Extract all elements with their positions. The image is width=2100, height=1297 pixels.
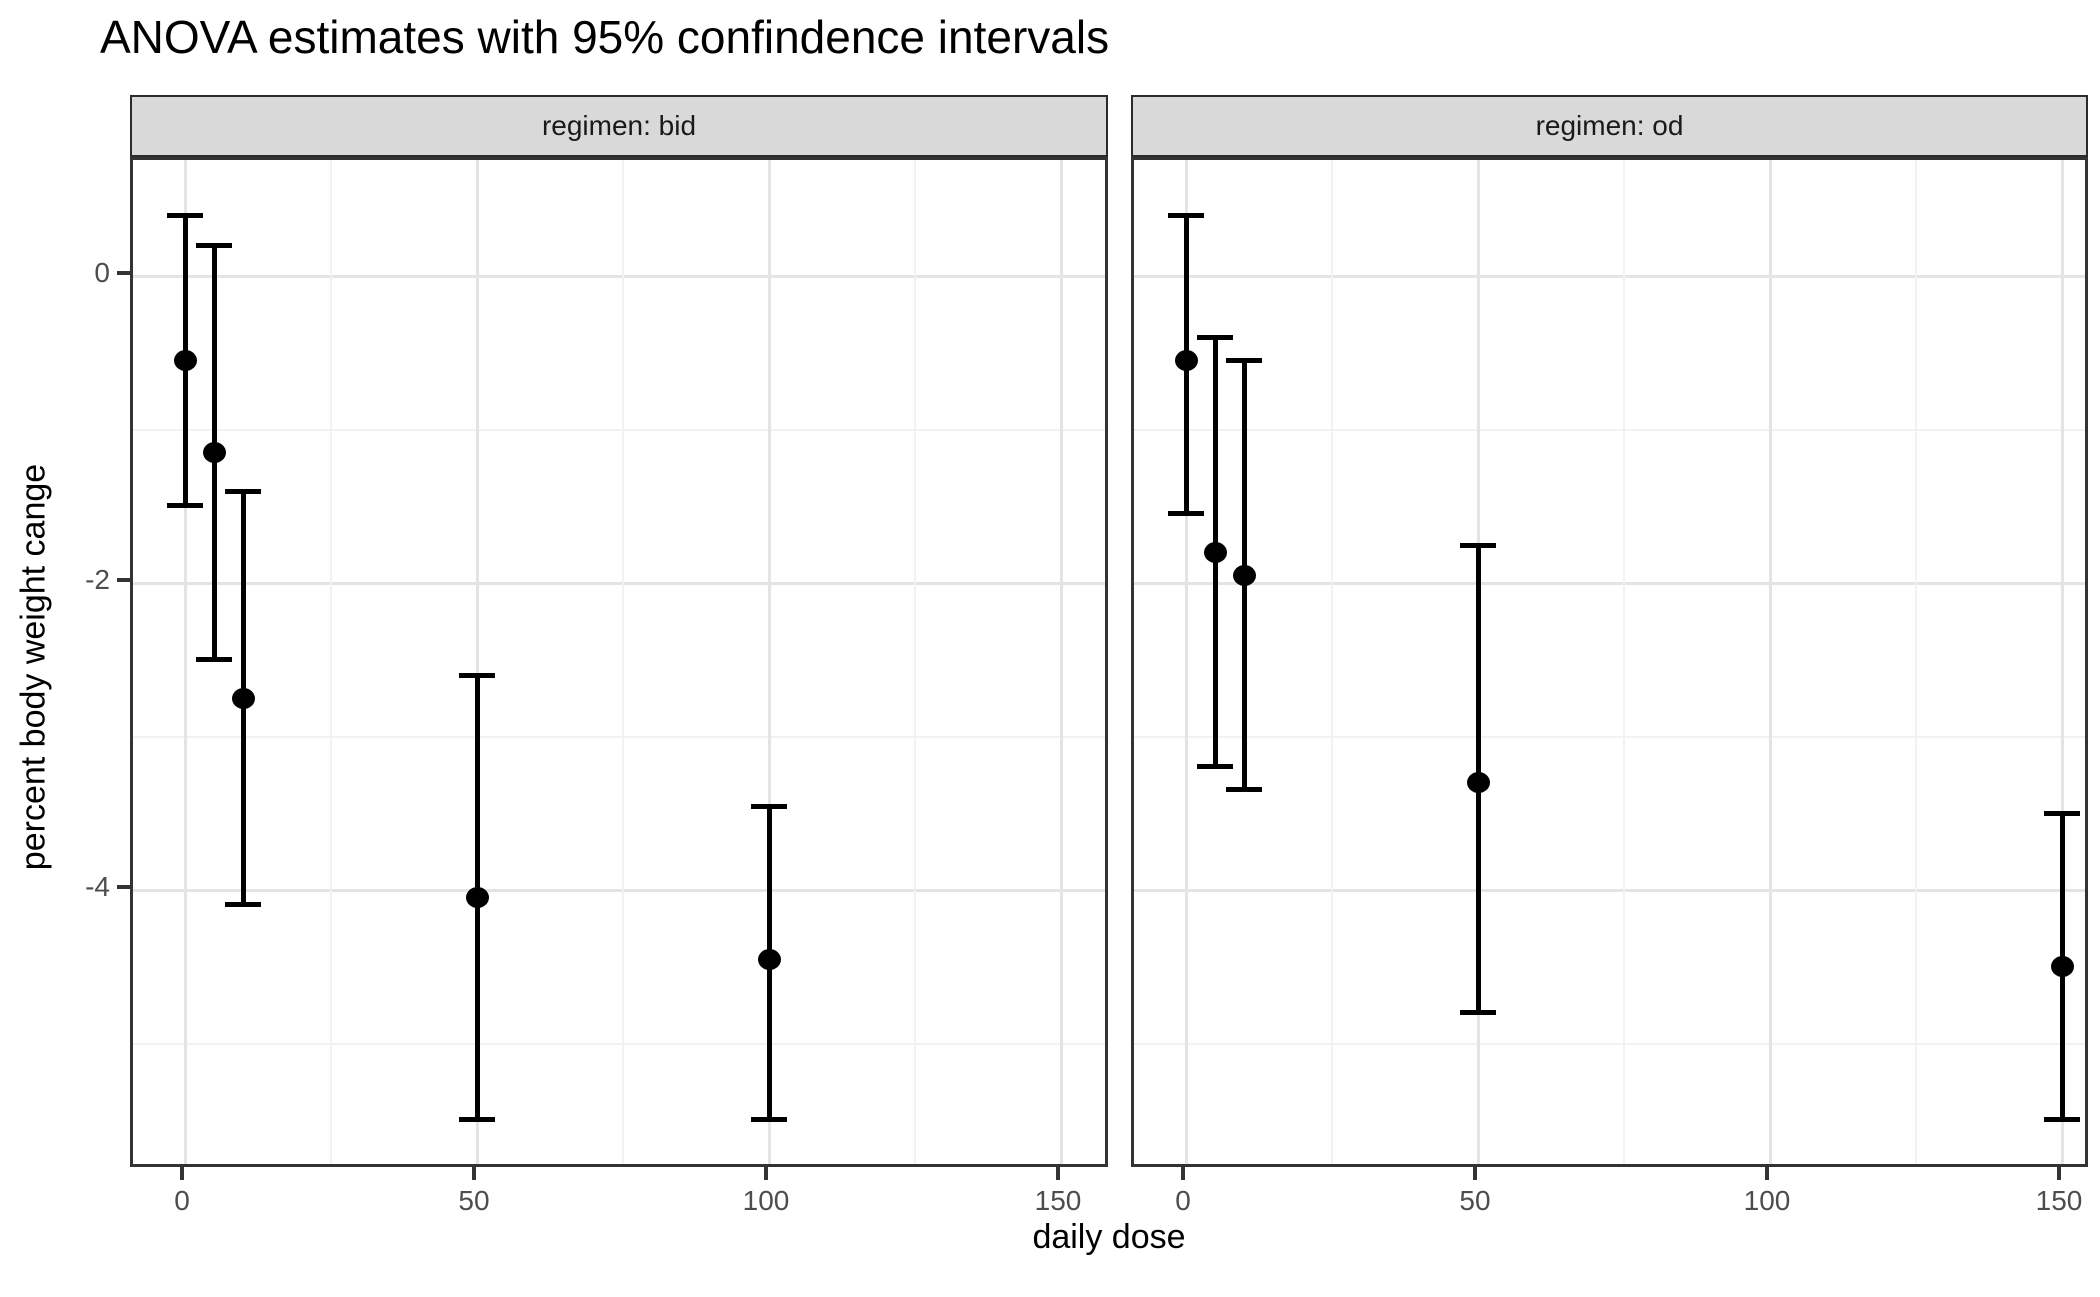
- x-minor-gridline: [330, 160, 332, 1164]
- x-major-gridline: [2060, 160, 2064, 1164]
- x-minor-gridline: [622, 160, 624, 1164]
- y-axis: 0 -2 -4: [0, 0, 130, 1297]
- y-minor-gridline: [1134, 1042, 2085, 1045]
- y-major-gridline: [133, 888, 1105, 892]
- y-minor-gridline: [133, 735, 1105, 738]
- y-major-gridline: [1134, 274, 2085, 278]
- y-minor-gridline: [133, 1042, 1105, 1045]
- error-bar-cap-bottom: [1168, 510, 1204, 516]
- error-bar-cap-bottom: [459, 1117, 495, 1123]
- y-major-gridline: [1134, 888, 2085, 892]
- x-axis-tick: [472, 1167, 476, 1180]
- error-bar-cap-bottom: [751, 1117, 787, 1123]
- x-axis-tick-label: 0: [174, 1185, 190, 1216]
- estimate-point: [1466, 772, 1490, 794]
- x-axis-bid: 0 50 100 150: [130, 1167, 1108, 1227]
- error-bar-cap-top: [1197, 335, 1234, 341]
- y-major-gridline: [133, 274, 1105, 278]
- x-axis-tick-label: 150: [1034, 1185, 1082, 1216]
- x-axis-tick-label: 100: [1743, 1185, 1791, 1216]
- error-bar-cap-top: [167, 212, 203, 218]
- y-minor-gridline: [133, 428, 1105, 431]
- estimate-point: [1174, 349, 1198, 371]
- x-major-gridline: [1184, 160, 1188, 1164]
- y-major-gridline: [133, 581, 1105, 585]
- error-bar-cap-top: [2044, 811, 2080, 817]
- y-axis-tick-label: -2: [85, 564, 110, 595]
- x-major-gridline: [767, 160, 771, 1164]
- y-minor-gridline: [1134, 735, 2085, 738]
- x-major-gridline: [183, 160, 187, 1164]
- x-axis-tick: [764, 1167, 768, 1180]
- x-axis-tick: [1056, 1167, 1060, 1180]
- x-axis-tick-label: 0: [1175, 1185, 1191, 1216]
- y-axis-title: percent body weight cange: [14, 463, 53, 871]
- error-bar-cap-top: [751, 803, 787, 809]
- x-axis-tick-label: 100: [742, 1185, 790, 1216]
- facet-panel-bid: [130, 157, 1108, 1167]
- x-axis-tick: [180, 1167, 184, 1180]
- y-major-gridline: [1134, 581, 2085, 585]
- facet-od: regimen: od 0 50 100 150: [1131, 95, 2088, 1235]
- y-minor-gridline: [1134, 428, 2085, 431]
- x-axis-tick-label: 50: [458, 1185, 490, 1216]
- error-bar-cap-top: [225, 488, 262, 494]
- y-axis-tick-label: 0: [94, 257, 110, 288]
- y-axis-tick-label: -4: [85, 871, 110, 902]
- error-bar-cap-top: [459, 673, 495, 679]
- error-bar-cap-bottom: [167, 503, 203, 509]
- x-axis-title: daily dose: [1032, 1218, 1186, 1256]
- facet-panel-od: [1131, 157, 2088, 1167]
- x-major-gridline: [1768, 160, 1772, 1164]
- x-minor-gridline: [1331, 160, 1333, 1164]
- x-axis-od: 0 50 100 150: [1131, 1167, 2088, 1227]
- error-bar-cap-bottom: [2044, 1117, 2080, 1123]
- x-axis-tick-label: 50: [1459, 1185, 1491, 1216]
- x-minor-gridline: [1915, 160, 1917, 1164]
- x-axis-tick: [1473, 1167, 1477, 1180]
- error-bar-cap-bottom: [196, 656, 233, 662]
- estimate-point: [2050, 956, 2074, 978]
- x-axis-tick: [2057, 1167, 2061, 1180]
- estimate-point: [173, 349, 197, 371]
- error-bar-cap-top: [1460, 542, 1496, 548]
- plot-title: ANOVA estimates with 95% confindence int…: [100, 11, 1110, 63]
- x-minor-gridline: [1623, 160, 1625, 1164]
- y-axis-tick: [117, 885, 130, 889]
- x-minor-gridline: [914, 160, 916, 1164]
- error-bar-cap-bottom: [1226, 787, 1263, 793]
- y-axis-tick: [117, 271, 130, 275]
- facet-strip-bid: regimen: bid: [130, 95, 1108, 157]
- estimate-point: [1232, 564, 1256, 586]
- estimate-point: [231, 687, 255, 709]
- facet-strip-label: regimen: bid: [541, 110, 697, 141]
- error-bar-cap-top: [1226, 358, 1263, 364]
- estimate-point: [202, 442, 226, 464]
- error-bar-cap-top: [1168, 212, 1204, 218]
- estimate-point: [1203, 541, 1227, 563]
- error-bar-cap-bottom: [1460, 1009, 1496, 1015]
- x-major-gridline: [1059, 160, 1063, 1164]
- x-axis-tick-label: 150: [2035, 1185, 2083, 1216]
- facet-bid: regimen: bid 0 50 100 150: [130, 95, 1108, 1235]
- error-bar-cap-top: [196, 243, 233, 249]
- estimate-point: [465, 887, 489, 909]
- x-axis-tick: [1765, 1167, 1769, 1180]
- estimate-point: [757, 948, 781, 970]
- error-bar-cap-bottom: [1197, 764, 1234, 770]
- x-major-gridline: [475, 160, 479, 1164]
- y-axis-tick: [117, 578, 130, 582]
- facet-strip-label: regimen: od: [1535, 110, 1684, 141]
- facet-strip-od: regimen: od: [1131, 95, 2088, 157]
- error-bar-cap-bottom: [225, 902, 262, 908]
- x-axis-tick: [1181, 1167, 1185, 1180]
